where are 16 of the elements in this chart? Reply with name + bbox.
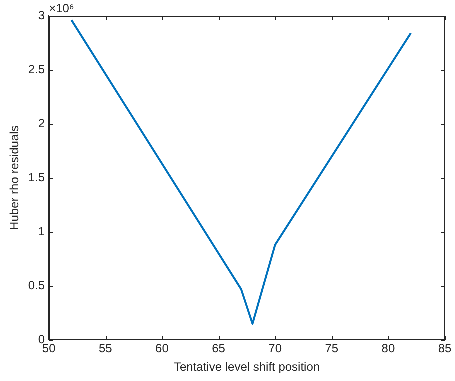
y-tick-label: 1.5	[28, 170, 46, 184]
x-tick-label: 75	[325, 342, 339, 356]
y-tick-label: 0.5	[28, 278, 46, 292]
y-tick-label: 2.5	[28, 62, 46, 76]
x-axis-title: Tentative level shift position	[174, 360, 320, 374]
text: ×10⁶	[49, 1, 74, 16]
x-tick-label: 55	[98, 342, 113, 356]
y-tick-label: 3	[38, 8, 46, 22]
y-axis-title: Huber rho residuals	[8, 126, 22, 230]
x-tick-label: 85	[438, 342, 452, 356]
x-tick-label: 70	[268, 342, 282, 356]
y-tick-label: 1	[38, 224, 46, 238]
x-tick-label: 65	[212, 342, 226, 356]
y-tick-label: 2	[38, 116, 46, 130]
x-tick-label: 80	[382, 342, 396, 356]
x-tick-label: 60	[156, 342, 170, 356]
